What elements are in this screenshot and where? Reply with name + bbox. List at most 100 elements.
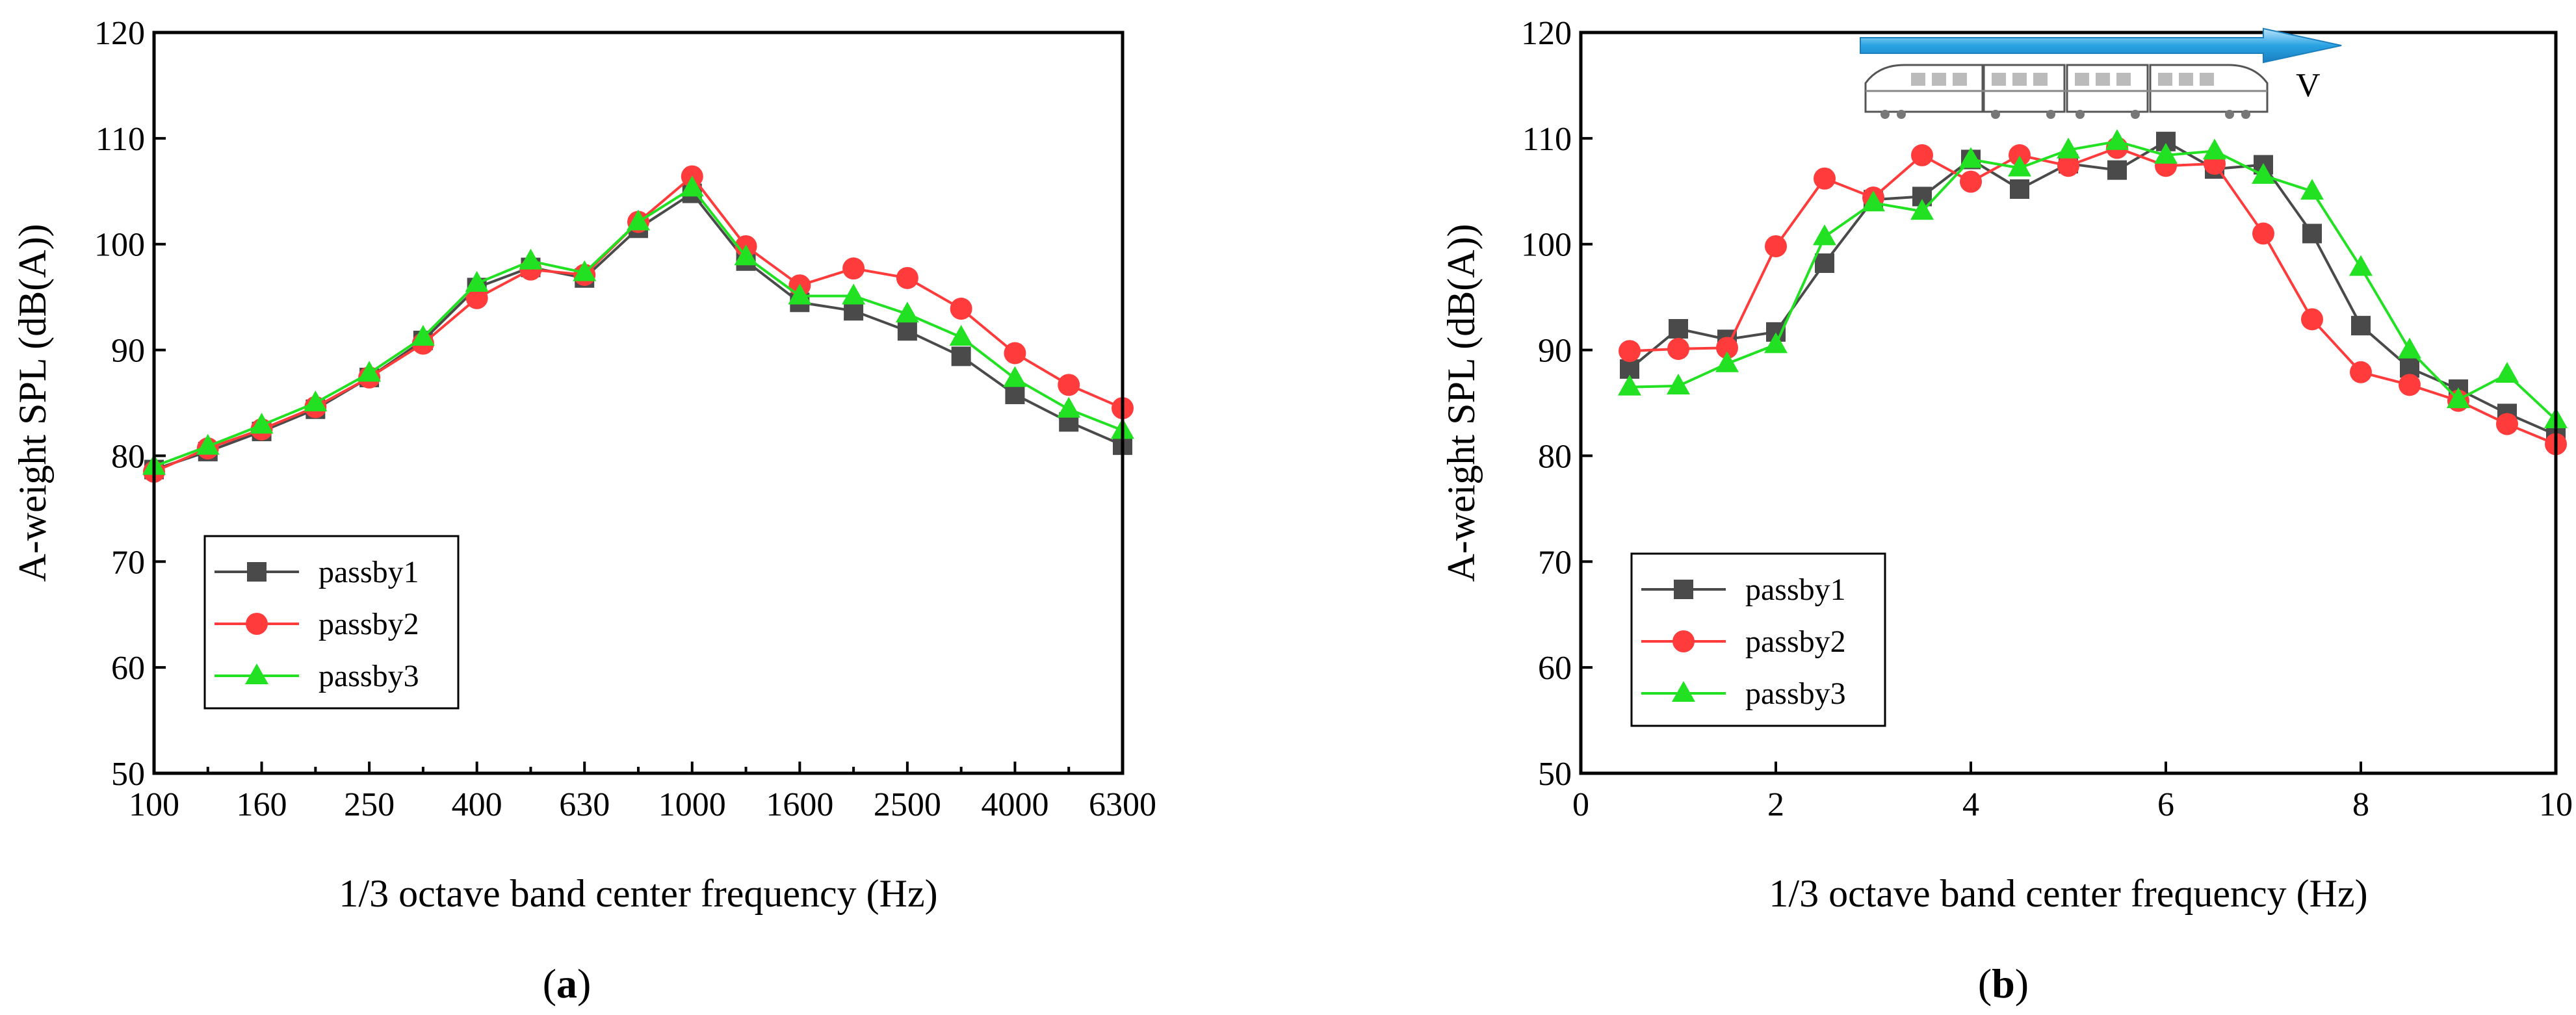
- panel-a-ticks: 50 60 70 80 90 100 110 120 100 160 250 400 630 1000 16…: [94, 15, 1156, 823]
- data-point-passby3: [1764, 332, 1788, 353]
- legend-label-passby3: passby3: [319, 659, 419, 693]
- panel-b-ticks: 50 60 70 80 90 100 110 120 0 2 4 6 8 10: [1521, 15, 2573, 823]
- data-point-passby3: [1618, 374, 1641, 396]
- data-point-passby3: [1667, 373, 1690, 394]
- data-point-passby3: [2154, 142, 2178, 164]
- data-point-passby3: [1057, 396, 1081, 418]
- data-point-passby3: [2008, 155, 2031, 177]
- data-point-passby3: [411, 325, 435, 346]
- legend-marker-passby2: [1672, 630, 1695, 652]
- x-tick-label: 250: [344, 786, 395, 823]
- panel-b-plot: [1618, 129, 2568, 456]
- data-point-passby3: [895, 302, 919, 323]
- x-tick-label: 0: [1572, 786, 1589, 823]
- y-tick-label: 110: [96, 121, 145, 158]
- x-tick-label: 4: [1962, 786, 1979, 823]
- y-tick-label: 50: [111, 756, 145, 793]
- panel-a-label: (a): [543, 960, 592, 1007]
- train-icon: [1864, 64, 2269, 119]
- data-point-passby3: [1910, 199, 1934, 220]
- y-tick-label: 80: [111, 438, 145, 475]
- y-tick-label: 100: [94, 227, 145, 264]
- data-point-passby2: [1004, 342, 1026, 365]
- x-tick-label: 6300: [1089, 786, 1156, 823]
- x-tick-label: 160: [237, 786, 287, 823]
- panel-b-legend: passby1 passby2 passby3: [1630, 552, 1886, 727]
- y-tick-label: 70: [111, 544, 145, 581]
- y-tick-label: 90: [111, 333, 145, 370]
- data-point-passby2: [1960, 170, 1982, 193]
- data-point-passby3: [2057, 137, 2080, 159]
- data-point-passby1: [897, 321, 917, 341]
- series-line-passby3: [1629, 140, 2557, 421]
- x-tick-label: 1000: [658, 786, 726, 823]
- data-point-passby3: [949, 325, 973, 346]
- data-point-passby2: [2057, 155, 2079, 177]
- data-point-passby3: [573, 260, 597, 281]
- data-point-passby3: [2105, 129, 2129, 150]
- data-point-passby2: [842, 257, 865, 280]
- x-tick-label: 4000: [981, 786, 1048, 823]
- y-tick-label: 70: [1538, 544, 1572, 581]
- data-point-passby3: [2398, 337, 2421, 359]
- data-point-passby2: [1667, 337, 1689, 360]
- data-point-passby3: [788, 283, 812, 305]
- data-point-passby3: [2495, 362, 2519, 383]
- x-tick-label: 1600: [766, 786, 833, 823]
- legend-label-passby2: passby2: [319, 607, 419, 641]
- y-tick-label: 110: [1522, 121, 1572, 158]
- data-point-passby3: [250, 413, 274, 434]
- legend-label-passby2: passby2: [1745, 624, 1846, 659]
- data-point-passby3: [1813, 224, 1836, 246]
- data-point-passby3: [2203, 138, 2226, 160]
- data-point-passby2: [1814, 167, 1836, 190]
- legend-label-passby1: passby1: [1745, 572, 1846, 607]
- legend-marker-passby1: [247, 562, 267, 582]
- legend-marker-passby1: [1674, 580, 1693, 599]
- panel-b-x-axis-title: 1/3 octave band center frequency (Hz): [1769, 872, 2367, 915]
- panel-a-x-axis-title: 1/3 octave band center frequency (Hz): [339, 872, 937, 915]
- legend-label-passby3: passby3: [1745, 676, 1846, 711]
- data-point-passby3: [1959, 147, 1983, 168]
- data-point-passby2: [2252, 222, 2274, 245]
- data-point-passby2: [1765, 235, 1787, 257]
- train-direction-annotation: V: [1860, 27, 2342, 119]
- x-tick-label: 400: [452, 786, 502, 823]
- y-tick-label: 120: [1521, 15, 1572, 52]
- panel-a-legend: passby1 passby2 passby3: [203, 535, 460, 710]
- data-point-passby2: [950, 298, 972, 320]
- data-point-passby3: [627, 209, 650, 231]
- panel-a-axes-frame: [152, 31, 1125, 775]
- data-point-passby2: [465, 287, 488, 309]
- data-point-passby2: [2399, 374, 2421, 396]
- data-point-passby2: [1716, 337, 1738, 359]
- data-point-passby2: [2496, 413, 2518, 435]
- chart-panel-a: 50 60 70 80 90 100 110 120 100 160 250 400 630 1000 16…: [11, 15, 1156, 1007]
- data-point-passby3: [519, 248, 543, 270]
- data-point-passby3: [358, 361, 382, 382]
- data-point-passby1: [2302, 224, 2322, 244]
- data-point-passby1: [2107, 160, 2127, 180]
- x-tick-label: 2: [1767, 786, 1784, 823]
- y-tick-label: 90: [1538, 333, 1572, 370]
- data-point-passby1: [2010, 179, 2029, 199]
- data-point-passby3: [465, 270, 489, 292]
- data-point-passby2: [896, 266, 918, 289]
- legend-label-passby1: passby1: [319, 555, 419, 589]
- data-point-passby2: [1058, 374, 1080, 396]
- x-tick-label: 8: [2352, 786, 2369, 823]
- data-point-passby2: [1619, 340, 1641, 363]
- panel-b-label: (b): [1978, 960, 2029, 1007]
- y-tick-label: 80: [1538, 438, 1572, 475]
- x-tick-label: 6: [2157, 786, 2174, 823]
- data-point-passby3: [2447, 387, 2470, 409]
- data-point-passby3: [2349, 255, 2373, 276]
- data-point-passby3: [680, 175, 704, 197]
- y-tick-label: 60: [1538, 650, 1572, 687]
- x-tick-label: 2500: [874, 786, 941, 823]
- data-point-passby1: [2351, 316, 2371, 336]
- data-point-passby2: [2301, 308, 2323, 331]
- data-point-passby2: [1911, 144, 1933, 166]
- data-point-passby2: [2009, 144, 2031, 166]
